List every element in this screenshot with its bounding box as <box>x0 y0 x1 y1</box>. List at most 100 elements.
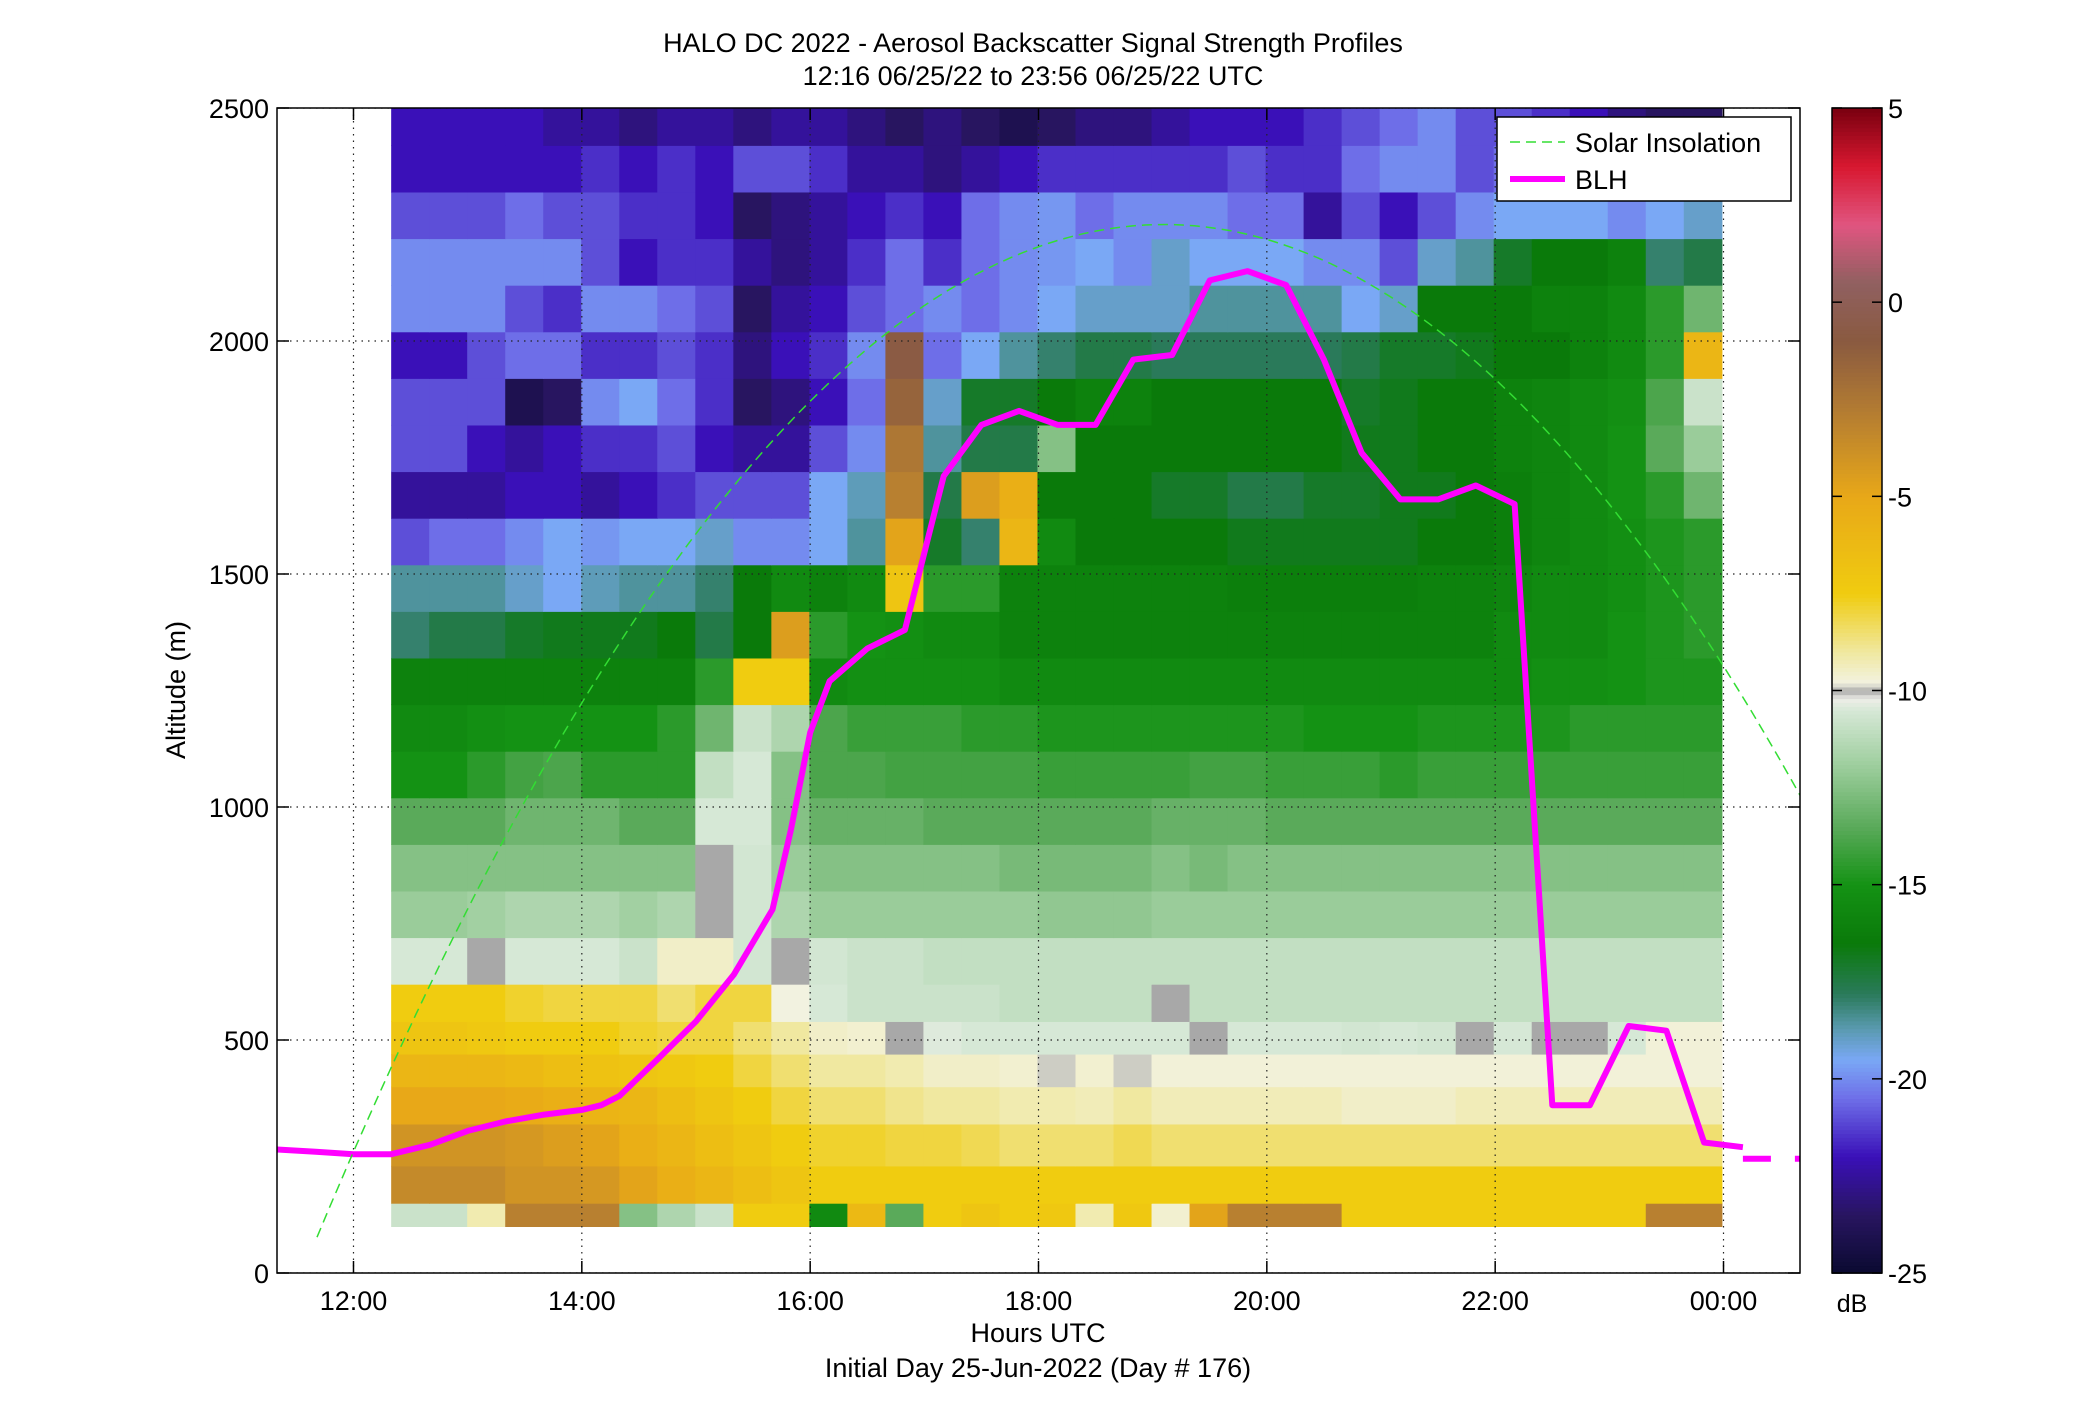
heatmap-cell <box>733 797 772 845</box>
colorbar-segment <box>1832 597 1882 602</box>
heatmap-cell <box>1379 1021 1419 1055</box>
heatmap-cell <box>885 797 925 845</box>
heatmap-cell <box>809 611 848 659</box>
heatmap-cell <box>1645 1203 1685 1227</box>
heatmap-cell <box>923 937 963 985</box>
heatmap-cell <box>1265 1021 1305 1055</box>
colorbar-segment <box>1832 869 1882 874</box>
heatmap-cell <box>1645 238 1685 286</box>
heatmap-cell <box>1379 984 1419 1022</box>
heatmap-cell <box>1075 797 1115 845</box>
heatmap-cell <box>1303 191 1343 240</box>
colorbar-segment <box>1832 674 1882 680</box>
colorbar-segment <box>1832 476 1882 482</box>
colorbar-segment <box>1832 368 1882 373</box>
heatmap-cell <box>695 1053 734 1088</box>
heatmap-cell <box>809 471 848 519</box>
heatmap-cell <box>1683 1165 1723 1204</box>
heatmap-cell <box>505 984 544 1022</box>
heatmap-cell <box>1493 797 1533 845</box>
heatmap-cell <box>619 844 658 892</box>
colorbar-segment <box>1832 865 1882 870</box>
heatmap-cell <box>695 611 734 659</box>
heatmap-cell <box>847 331 886 379</box>
colorbar-segment <box>1832 647 1882 653</box>
heatmap-cell <box>1455 890 1495 939</box>
colorbar-segment <box>1832 1214 1882 1220</box>
heatmap-cell <box>1455 285 1495 333</box>
colorbar-tick-label: -25 <box>1888 1259 1927 1289</box>
colorbar-segment <box>1832 539 1882 544</box>
colorbar-segment <box>1832 1024 1882 1030</box>
heatmap-cell <box>391 285 430 333</box>
colorbar-label: dB <box>1837 1290 1868 1318</box>
colorbar-segment <box>1832 1090 1882 1096</box>
heatmap-cell <box>1607 331 1647 379</box>
heatmap-cell <box>1341 108 1381 146</box>
heatmap-cell <box>1683 937 1723 985</box>
heatmap-cell <box>1341 937 1381 985</box>
colorbar-segment <box>1832 1129 1882 1134</box>
heatmap-cell <box>543 191 582 240</box>
heatmap-cell <box>961 1021 1001 1055</box>
heatmap-cell <box>999 890 1039 939</box>
colorbar-segment <box>1832 931 1882 936</box>
heatmap-cell <box>1645 285 1685 333</box>
heatmap-cell <box>1493 1123 1533 1167</box>
heatmap-cell <box>1455 564 1495 612</box>
heatmap-cell <box>1075 937 1115 985</box>
heatmap-cell <box>657 797 696 845</box>
heatmap-cell <box>1683 238 1723 286</box>
heatmap-cell <box>1113 471 1153 519</box>
heatmap-cell <box>505 238 544 286</box>
heatmap-cell <box>1113 145 1153 193</box>
colorbar-segment <box>1832 480 1882 486</box>
heatmap-cell <box>1455 518 1495 566</box>
heatmap-cell <box>1037 1053 1077 1088</box>
heatmap-cell <box>961 331 1001 379</box>
heatmap-cell <box>1265 378 1305 426</box>
heatmap-cell <box>1189 331 1229 379</box>
heatmap-cell <box>1683 984 1723 1022</box>
heatmap-cell <box>581 1021 620 1055</box>
heatmap-cell <box>1037 331 1077 379</box>
heatmap-cell <box>1265 1203 1305 1227</box>
heatmap-cell <box>429 424 468 473</box>
heatmap-cell <box>1303 844 1343 892</box>
colorbar-segment <box>1832 849 1882 855</box>
heatmap-cell <box>1569 844 1609 892</box>
colorbar-segment <box>1832 309 1882 315</box>
colorbar-segment <box>1832 329 1882 335</box>
heatmap-cell <box>999 1053 1039 1088</box>
heatmap-cell <box>505 890 544 939</box>
heatmap-cell <box>543 704 582 752</box>
x-tick-label: 22:00 <box>1461 1286 1529 1316</box>
heatmap-cell <box>1037 890 1077 939</box>
heatmap-cell <box>1303 1203 1343 1227</box>
heatmap-cell <box>809 984 848 1022</box>
heatmap-cell <box>1455 378 1495 426</box>
heatmap-cell <box>1341 1203 1381 1227</box>
heatmap-cell <box>923 145 963 193</box>
colorbar-tick-label: -5 <box>1888 482 1912 512</box>
heatmap-cell <box>1075 1203 1115 1227</box>
heatmap-cell <box>771 937 810 985</box>
heatmap-cell <box>1303 471 1343 519</box>
colorbar-segment <box>1832 243 1882 249</box>
heatmap-cell <box>505 1053 544 1088</box>
heatmap-cell <box>391 518 430 566</box>
heatmap-cell <box>1531 518 1571 566</box>
heatmap-cell <box>771 564 810 612</box>
colorbar-segment <box>1832 150 1882 156</box>
heatmap-cell <box>1037 564 1077 612</box>
colorbar-segment <box>1832 224 1882 230</box>
colorbar-segment <box>1832 706 1882 711</box>
heatmap-cell <box>1417 1123 1457 1167</box>
colorbar-segment <box>1832 643 1882 649</box>
heatmap-cell <box>999 797 1039 845</box>
colorbar-segment <box>1832 624 1882 630</box>
colorbar-segment <box>1832 1008 1882 1014</box>
heatmap-cell <box>1493 285 1533 333</box>
colorbar-segment <box>1832 348 1882 354</box>
heatmap-cell <box>505 844 544 892</box>
